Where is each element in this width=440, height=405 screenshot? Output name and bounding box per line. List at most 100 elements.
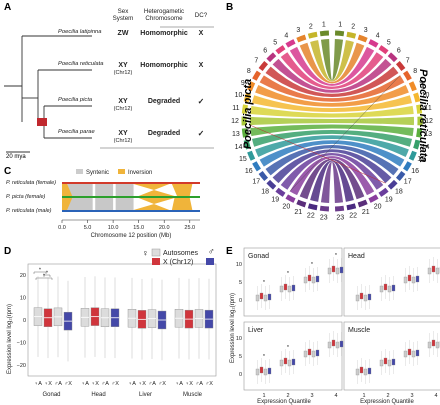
y-tick-label: 10 (236, 336, 242, 342)
box (431, 265, 436, 273)
x-subgroup-label: ♀X (44, 381, 52, 387)
synteny-ribbon (299, 158, 365, 200)
box (359, 292, 364, 300)
box (307, 274, 312, 282)
sex-system-chrom: (Chr12) (113, 106, 133, 112)
chromosome-label: 22 (349, 213, 357, 220)
subpanel-title: Muscle (348, 327, 370, 334)
box (407, 274, 412, 282)
synteny-ribbon (265, 66, 399, 98)
scale-bar-label: 20 mya (6, 154, 26, 160)
chromosome-arc (408, 81, 417, 92)
x-subgroup-label: ♀A (81, 381, 89, 387)
chromosome-label: 21 (362, 209, 370, 216)
chromosome-label: 16 (411, 168, 419, 175)
x-subgroup-label: ♀A (128, 381, 136, 387)
box (315, 275, 320, 283)
x-tick-label: 2 (286, 393, 289, 399)
chromosome-arc (319, 30, 330, 37)
chromosome-label: 10 (235, 92, 243, 99)
species-name: Poecilia latipinna (58, 29, 102, 35)
synteny-ribbon (289, 156, 375, 196)
chromosome-label: 20 (282, 204, 290, 211)
sex-system: XY (118, 98, 128, 105)
chromosome-arc (346, 203, 357, 211)
chromosome-arc (285, 194, 296, 203)
chromosome-arc (403, 70, 412, 81)
sex-system: XY (118, 62, 128, 69)
synteny-ribbon (255, 84, 409, 107)
panel-label-e: E (226, 246, 233, 257)
box (411, 276, 416, 284)
box (339, 266, 344, 274)
chromosome-arc (368, 194, 379, 203)
box (415, 349, 420, 357)
chromosome-label: 5 (273, 39, 277, 46)
het-chromosome: Degraded (147, 130, 181, 137)
significance-star: * (43, 274, 46, 280)
box (431, 339, 436, 347)
x-subgroup-label: ♀A (34, 381, 42, 387)
synteny-ribbon (310, 160, 354, 202)
box (279, 285, 284, 293)
chromosome-label: 12 (231, 118, 239, 125)
box (307, 348, 312, 356)
x-axis-label: Expression Quantile (257, 399, 311, 405)
het-chromosome: Homomorphic (140, 62, 188, 69)
box (291, 284, 296, 292)
chromosome-label: 4 (284, 32, 288, 39)
box (279, 359, 284, 367)
x-axis-label: Expression Quantile (360, 399, 414, 405)
panel-c-synteny: Syntenic Inversion P. reticulata (female… (6, 169, 200, 239)
box (359, 366, 364, 374)
box (427, 267, 432, 275)
synteny-ribbon (320, 39, 344, 81)
x-tick-label: 4 (334, 393, 337, 399)
box (287, 285, 292, 293)
panel-b-circos-plot: 11 22334455667788991010111112121313141415… (231, 21, 433, 222)
y-tick-label: 5 (239, 280, 242, 286)
panel-e-quantile-plots: Expression level log₂(rpm) Expression Qu… (230, 247, 440, 405)
x-subgroup-label: ♂X (158, 381, 166, 387)
box (331, 339, 336, 347)
box (335, 341, 340, 349)
y-axis-label: Expression level log₂(rpm) (7, 304, 13, 374)
significance-star: * (39, 268, 42, 274)
box (355, 294, 360, 302)
subpanel-title: Gonad (248, 253, 269, 260)
box (379, 285, 384, 293)
header-het-chromosome: Heterogametic Chromosome (143, 8, 185, 22)
box (283, 357, 288, 365)
chromosome-label: 5 (387, 39, 391, 46)
chromosome-label: 6 (263, 48, 267, 55)
x-tick-label: 25.0 (184, 225, 195, 231)
chromosome-arc (258, 60, 269, 71)
chromosome-arc (357, 199, 368, 208)
header-dc: DC? (194, 12, 208, 19)
x-subgroup-label: ♀X (138, 381, 146, 387)
chromosome-label: 22 (307, 213, 315, 220)
box (403, 350, 408, 358)
significance-star: * (311, 262, 314, 268)
box (311, 276, 316, 284)
sex-system-chrom: (Chr12) (113, 138, 133, 144)
chromosome-arc (416, 104, 423, 114)
box (303, 276, 308, 284)
y-axis-label: Expression level log₂(rpm) (230, 293, 236, 363)
chromosome-arc (275, 187, 286, 197)
x-tick-label: 0.0 (58, 225, 66, 231)
panel-label-c: C (4, 166, 12, 177)
het-chromosome: Degraded (147, 98, 181, 105)
box (255, 294, 260, 302)
y-tick-label: 20 (20, 273, 26, 279)
chromosome-label: 23 (320, 215, 328, 222)
x-tick-label: 5.0 (84, 225, 92, 231)
chromosome-arc (275, 45, 286, 55)
chromosome-label: 3 (296, 27, 300, 34)
chromosome-arc (368, 39, 379, 48)
chromosome-arc (334, 30, 345, 37)
box (291, 358, 296, 366)
box (287, 359, 292, 367)
box (391, 284, 396, 292)
subpanel-title: Head (348, 253, 365, 260)
